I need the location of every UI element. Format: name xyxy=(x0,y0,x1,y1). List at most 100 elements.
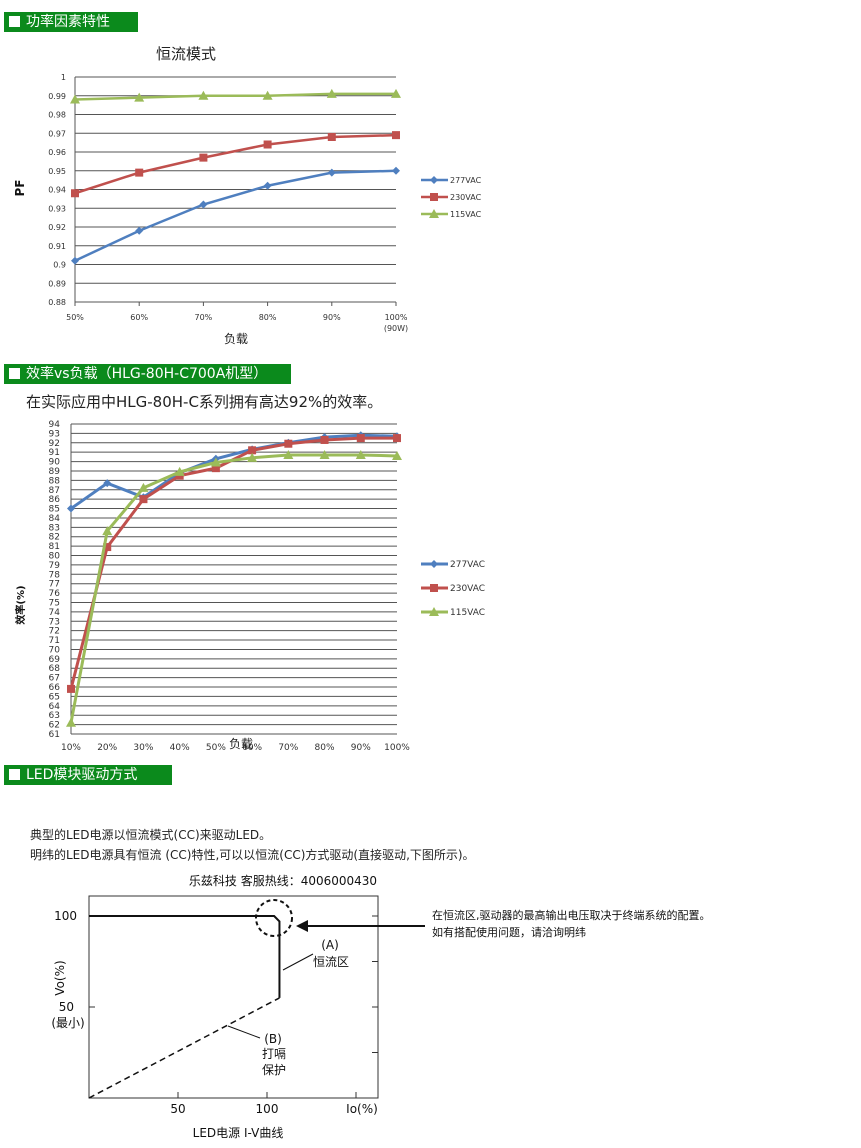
y-tick-label: 0.96 xyxy=(48,148,66,157)
x-tick-label: 50 xyxy=(170,1102,185,1116)
data-point xyxy=(392,131,400,140)
y-axis-label: Vo(%) xyxy=(53,960,67,995)
note-line2: 如有搭配使用问题，请洽询明纬 xyxy=(432,925,586,939)
legend-label: 230VAC xyxy=(450,193,482,202)
led-text-line1: 典型的LED电源以恒流模式(CC)来驱动LED。 xyxy=(30,828,272,842)
y-tick-note: (最小) xyxy=(51,1016,84,1030)
x-tick-label: 60% xyxy=(242,743,262,753)
y-tick-label: 0.98 xyxy=(48,111,66,120)
data-point xyxy=(103,479,112,488)
data-point xyxy=(320,435,329,444)
hiccup-pointer-line xyxy=(227,1025,261,1039)
x-tick-label: 10% xyxy=(61,743,81,753)
data-point xyxy=(199,153,208,162)
data-point xyxy=(327,168,336,177)
hiccup-line2: 保护 xyxy=(262,1063,286,1077)
data-point xyxy=(248,446,257,455)
y-tick-label: 91 xyxy=(49,448,60,458)
highlight-circle xyxy=(255,899,293,937)
y-tick-label: 0.91 xyxy=(48,242,66,251)
y-tick-label: 63 xyxy=(49,711,60,721)
data-point xyxy=(199,200,208,209)
data-point xyxy=(211,464,220,473)
data-point xyxy=(393,434,401,443)
eff-section-header: 效率vs负载（HLG-80H-C700A机型） xyxy=(4,364,291,384)
series-line-230VAC xyxy=(74,133,397,195)
series-line-115VAC xyxy=(69,453,398,724)
data-point xyxy=(327,133,336,141)
x-tick-label: 70% xyxy=(195,313,213,322)
led-section-header: LED模块驱动方式 xyxy=(4,765,172,785)
x-tick-label: 100 xyxy=(256,1102,279,1116)
y-tick-label: 68 xyxy=(49,664,61,674)
pf-section-header: 功率因素特性 xyxy=(4,12,138,32)
x-tick-label: 100% xyxy=(384,743,410,753)
data-point xyxy=(284,439,293,448)
y-tick-label: 82 xyxy=(49,533,60,543)
x-tick-label: 100% xyxy=(385,313,408,322)
y-tick-label: 89 xyxy=(49,467,61,477)
y-tick-label: 81 xyxy=(49,542,60,552)
series-line-115VAC xyxy=(74,92,396,101)
data-point xyxy=(263,181,272,190)
x-tick-label: 30% xyxy=(133,743,153,753)
y-tick-label: 61 xyxy=(49,730,60,740)
cc-curve-line xyxy=(89,915,281,998)
y-tick-label: 75 xyxy=(49,598,60,608)
square-bullet-icon xyxy=(9,769,20,780)
y-axis-label: 效率(%) xyxy=(14,585,27,624)
y-tick-label: 92 xyxy=(49,439,60,449)
y-tick-label: 62 xyxy=(49,721,60,731)
eff-intro-text: 在实际应用中HLG-80H-C系列拥有高达92%的效率。 xyxy=(26,393,383,411)
data-point xyxy=(326,88,337,98)
y-tick-label: 67 xyxy=(49,674,60,684)
y-tick-label: 0.94 xyxy=(48,186,66,195)
data-point xyxy=(71,256,79,265)
legend-label: 115VAC xyxy=(450,210,482,219)
y-tick-label: 80 xyxy=(49,552,61,562)
led-text-line2: 明纬的LED电源具有恒流 (CC)特性,可以以恒流(CC)方式驱动(直接驱动,下… xyxy=(30,848,475,862)
x-tick-label: 90% xyxy=(351,743,371,753)
y-tick-label: 73 xyxy=(49,617,60,627)
y-tick-label: 88 xyxy=(49,476,61,486)
data-point xyxy=(67,504,75,513)
y-tick-label: 0.93 xyxy=(48,204,66,213)
legend-label: 115VAC xyxy=(450,608,485,618)
data-point xyxy=(392,450,402,460)
iv-curve-chart: 乐兹科技 客服热线：4006000430 100 50 (最小) Vo(%) 50 100 I… xyxy=(51,873,711,1140)
data-point xyxy=(139,495,148,504)
legend-marker xyxy=(430,584,438,592)
y-tick-label: 65 xyxy=(49,692,60,702)
y-tick-label: 79 xyxy=(49,561,61,571)
data-point xyxy=(262,90,273,100)
legend-label: 230VAC xyxy=(450,584,485,594)
data-point xyxy=(102,526,113,536)
y-tick-label: 69 xyxy=(49,655,61,665)
y-tick-label: 93 xyxy=(49,429,60,439)
data-point xyxy=(391,88,401,98)
x-tick-label: 80% xyxy=(259,313,277,322)
legend-label: 277VAC xyxy=(450,560,485,570)
data-point xyxy=(135,168,144,177)
y-tick-label: 86 xyxy=(49,495,61,505)
series-line-277VAC xyxy=(74,169,397,262)
note-line1: 在恒流区,驱动器的最高输出电压取决于终端系统的配置。 xyxy=(432,908,711,922)
data-point xyxy=(355,450,366,459)
pf-chart: 恒流模式 0.88 0.89 0.9 0.91 0.92 0.93 0.94 0.95 0.96 0… xyxy=(13,45,482,346)
data-point xyxy=(247,452,258,462)
x-tick-label: 50% xyxy=(206,743,226,753)
legend-marker xyxy=(430,176,438,184)
x-tick-label: Io(%) xyxy=(346,1102,378,1116)
data-point xyxy=(70,94,80,104)
y-tick-label: 90 xyxy=(49,458,61,468)
x-tick-label: 20% xyxy=(97,743,117,753)
hiccup-line1: 打嗝 xyxy=(262,1047,286,1061)
chart-title: 乐兹科技 客服热线：4006000430 xyxy=(189,873,377,888)
y-tick-label: 74 xyxy=(49,608,61,618)
y-tick-label: 66 xyxy=(49,683,61,693)
y-tick-label: 77 xyxy=(49,580,60,590)
efficiency-chart: 6162636465666768697071727374757677787980… xyxy=(14,420,485,753)
square-bullet-icon xyxy=(9,368,20,379)
legend-marker xyxy=(430,193,438,201)
x-tick-label: 60% xyxy=(130,313,148,322)
